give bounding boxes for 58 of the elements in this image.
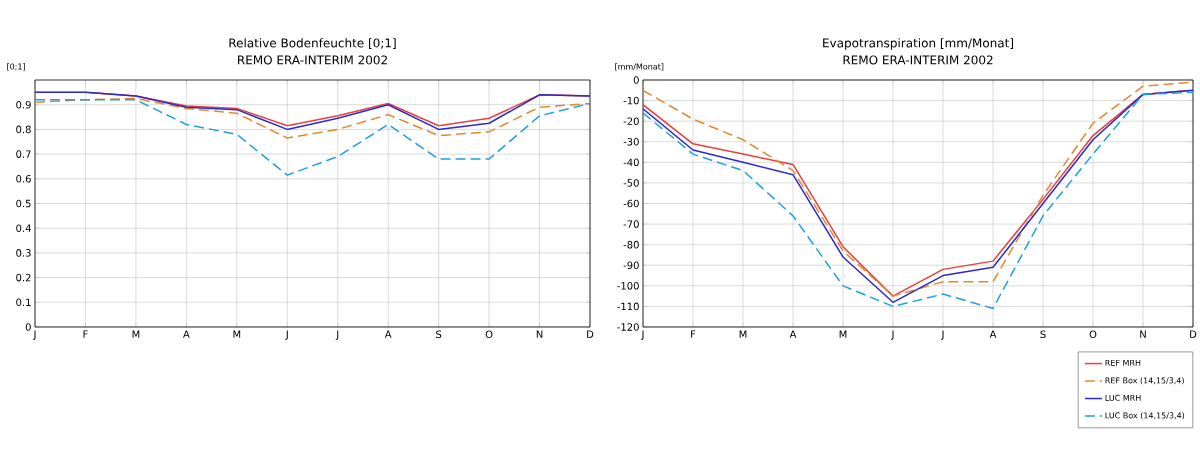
y-tick-label: 0.4 — [16, 224, 31, 232]
x-tick-label: M — [739, 330, 747, 338]
y-axis-title: [0;1] — [7, 63, 25, 71]
y-tick-label: -50 — [623, 179, 639, 187]
x-tick-label: A — [789, 330, 797, 338]
y-tick-label: -120 — [617, 323, 639, 331]
y-tick-label: -110 — [617, 302, 639, 311]
x-tick-label: M — [839, 330, 847, 338]
x-tick-label: O — [1089, 330, 1097, 339]
x-tick-label: D — [587, 330, 594, 338]
line-series — [35, 97, 590, 139]
chart-title: Evapotranspiration [mm/Monat] — [823, 38, 1014, 50]
x-tick-label: O — [485, 330, 493, 339]
x-tick-label: A — [384, 330, 392, 338]
x-tick-label: M — [233, 330, 241, 338]
legend-label: LUC Box (14,15/3,4) — [1105, 412, 1185, 420]
y-tick-label: -10 — [623, 96, 639, 105]
x-tick-label: F — [83, 330, 88, 338]
legend-label: REF Box (14,15/3,4) — [1105, 377, 1184, 385]
x-tick-label: M — [132, 330, 140, 338]
y-tick-label: -40 — [623, 158, 639, 167]
y-tick-label: -70 — [623, 220, 639, 228]
x-tick-label: J — [33, 330, 36, 340]
y-tick-label: -100 — [617, 282, 639, 290]
chart-subtitle: REMO ERA-INTERIM 2002 — [238, 55, 387, 65]
y-tick-label: 0.1 — [16, 298, 31, 307]
y-tick-label: 0.2 — [16, 273, 31, 282]
y-tick-label: 0.9 — [16, 100, 31, 109]
y-tick-label: 0.3 — [16, 249, 31, 257]
y-tick-label: 0 — [633, 76, 639, 84]
y-tick-label: -60 — [623, 199, 639, 208]
y-tick-label: -30 — [623, 137, 639, 146]
y-tick-label: -20 — [623, 117, 639, 125]
x-tick-label: N — [1140, 330, 1146, 338]
x-tick-label: J — [641, 330, 644, 340]
y-tick-label: 0.6 — [16, 175, 31, 183]
x-tick-label: N — [536, 330, 543, 338]
y-tick-label: -80 — [623, 240, 639, 249]
x-tick-label: S — [1040, 330, 1046, 339]
legend-label: REF MRH — [1105, 359, 1141, 366]
x-tick-label: F — [691, 330, 696, 338]
y-tick-label: 0.8 — [16, 125, 31, 134]
x-tick-label: S — [436, 330, 442, 339]
x-tick-label: J — [285, 330, 288, 340]
x-tick-label: J — [941, 330, 944, 340]
x-tick-label: D — [1190, 330, 1197, 338]
legend-label: LUC MRH — [1105, 394, 1141, 401]
y-tick-label: 0 — [25, 323, 31, 331]
x-tick-label: A — [989, 330, 997, 338]
chart-subtitle: REMO ERA-INTERIM 2002 — [843, 55, 993, 65]
chart-title: Relative Bodenfeuchte [0;1] — [229, 38, 396, 49]
x-tick-label: A — [183, 330, 190, 338]
x-tick-label: J — [891, 330, 894, 340]
y-tick-label: 0.5 — [16, 199, 31, 208]
y-axis-title: [mm/Monat] — [615, 63, 664, 71]
x-tick-label: J — [335, 330, 339, 340]
y-tick-label: 0.7 — [16, 150, 31, 158]
y-tick-label: -90 — [623, 261, 639, 270]
